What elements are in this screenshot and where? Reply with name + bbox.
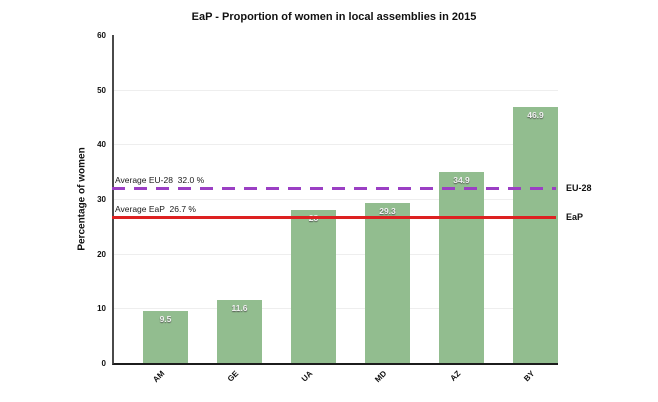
eap-right-label: EaP	[566, 212, 584, 223]
x-tick-label: MD	[372, 369, 388, 385]
y-tick-label: 50	[97, 85, 106, 95]
bar: 9.5	[143, 311, 188, 363]
gridline	[114, 308, 558, 310]
bar: 34.9	[439, 172, 484, 363]
bar-value-label: 11.6	[231, 302, 248, 313]
bar: 46.9	[513, 106, 558, 363]
eap-average-line	[112, 215, 556, 219]
bar-value-label: 29.3	[379, 205, 396, 216]
x-tick-label: GE	[225, 369, 240, 384]
bar-value-label: 46.9	[527, 109, 544, 120]
y-tick-label: 60	[97, 31, 106, 40]
bar: 11.6	[217, 299, 262, 363]
x-tick-label: AZ	[447, 369, 462, 383]
eu28-average-annotation: Average EU-28 32.0 %	[115, 175, 205, 186]
bar: 29.3	[365, 202, 410, 363]
y-tick-label: 0	[101, 359, 106, 368]
eap-average-annotation: Average EaP 26.7 %	[115, 204, 196, 215]
plot-area: 9.5 11.6 28 29.3 34.9 46.9	[112, 35, 558, 365]
bar-value-label: 34.9	[453, 175, 470, 186]
y-tick-label: 10	[97, 304, 106, 314]
eu28-average-line	[112, 186, 556, 190]
x-tick-label: BY	[521, 369, 536, 384]
bar: 28	[291, 209, 336, 363]
chart-title: EaP - Proportion of women in local assem…	[191, 11, 477, 23]
bar-value-label: 9.5	[159, 314, 172, 325]
gridline	[114, 144, 558, 146]
y-tick-label: 20	[97, 249, 106, 259]
y-tick-label: 30	[97, 195, 106, 204]
gridline	[114, 89, 558, 91]
x-tick-label: UA	[299, 369, 314, 384]
gridline	[114, 253, 558, 255]
eu28-right-label: EU-28	[566, 183, 592, 194]
x-tick-label: AM	[150, 369, 166, 385]
gridline	[114, 199, 558, 200]
y-tick-label: 40	[97, 140, 106, 150]
